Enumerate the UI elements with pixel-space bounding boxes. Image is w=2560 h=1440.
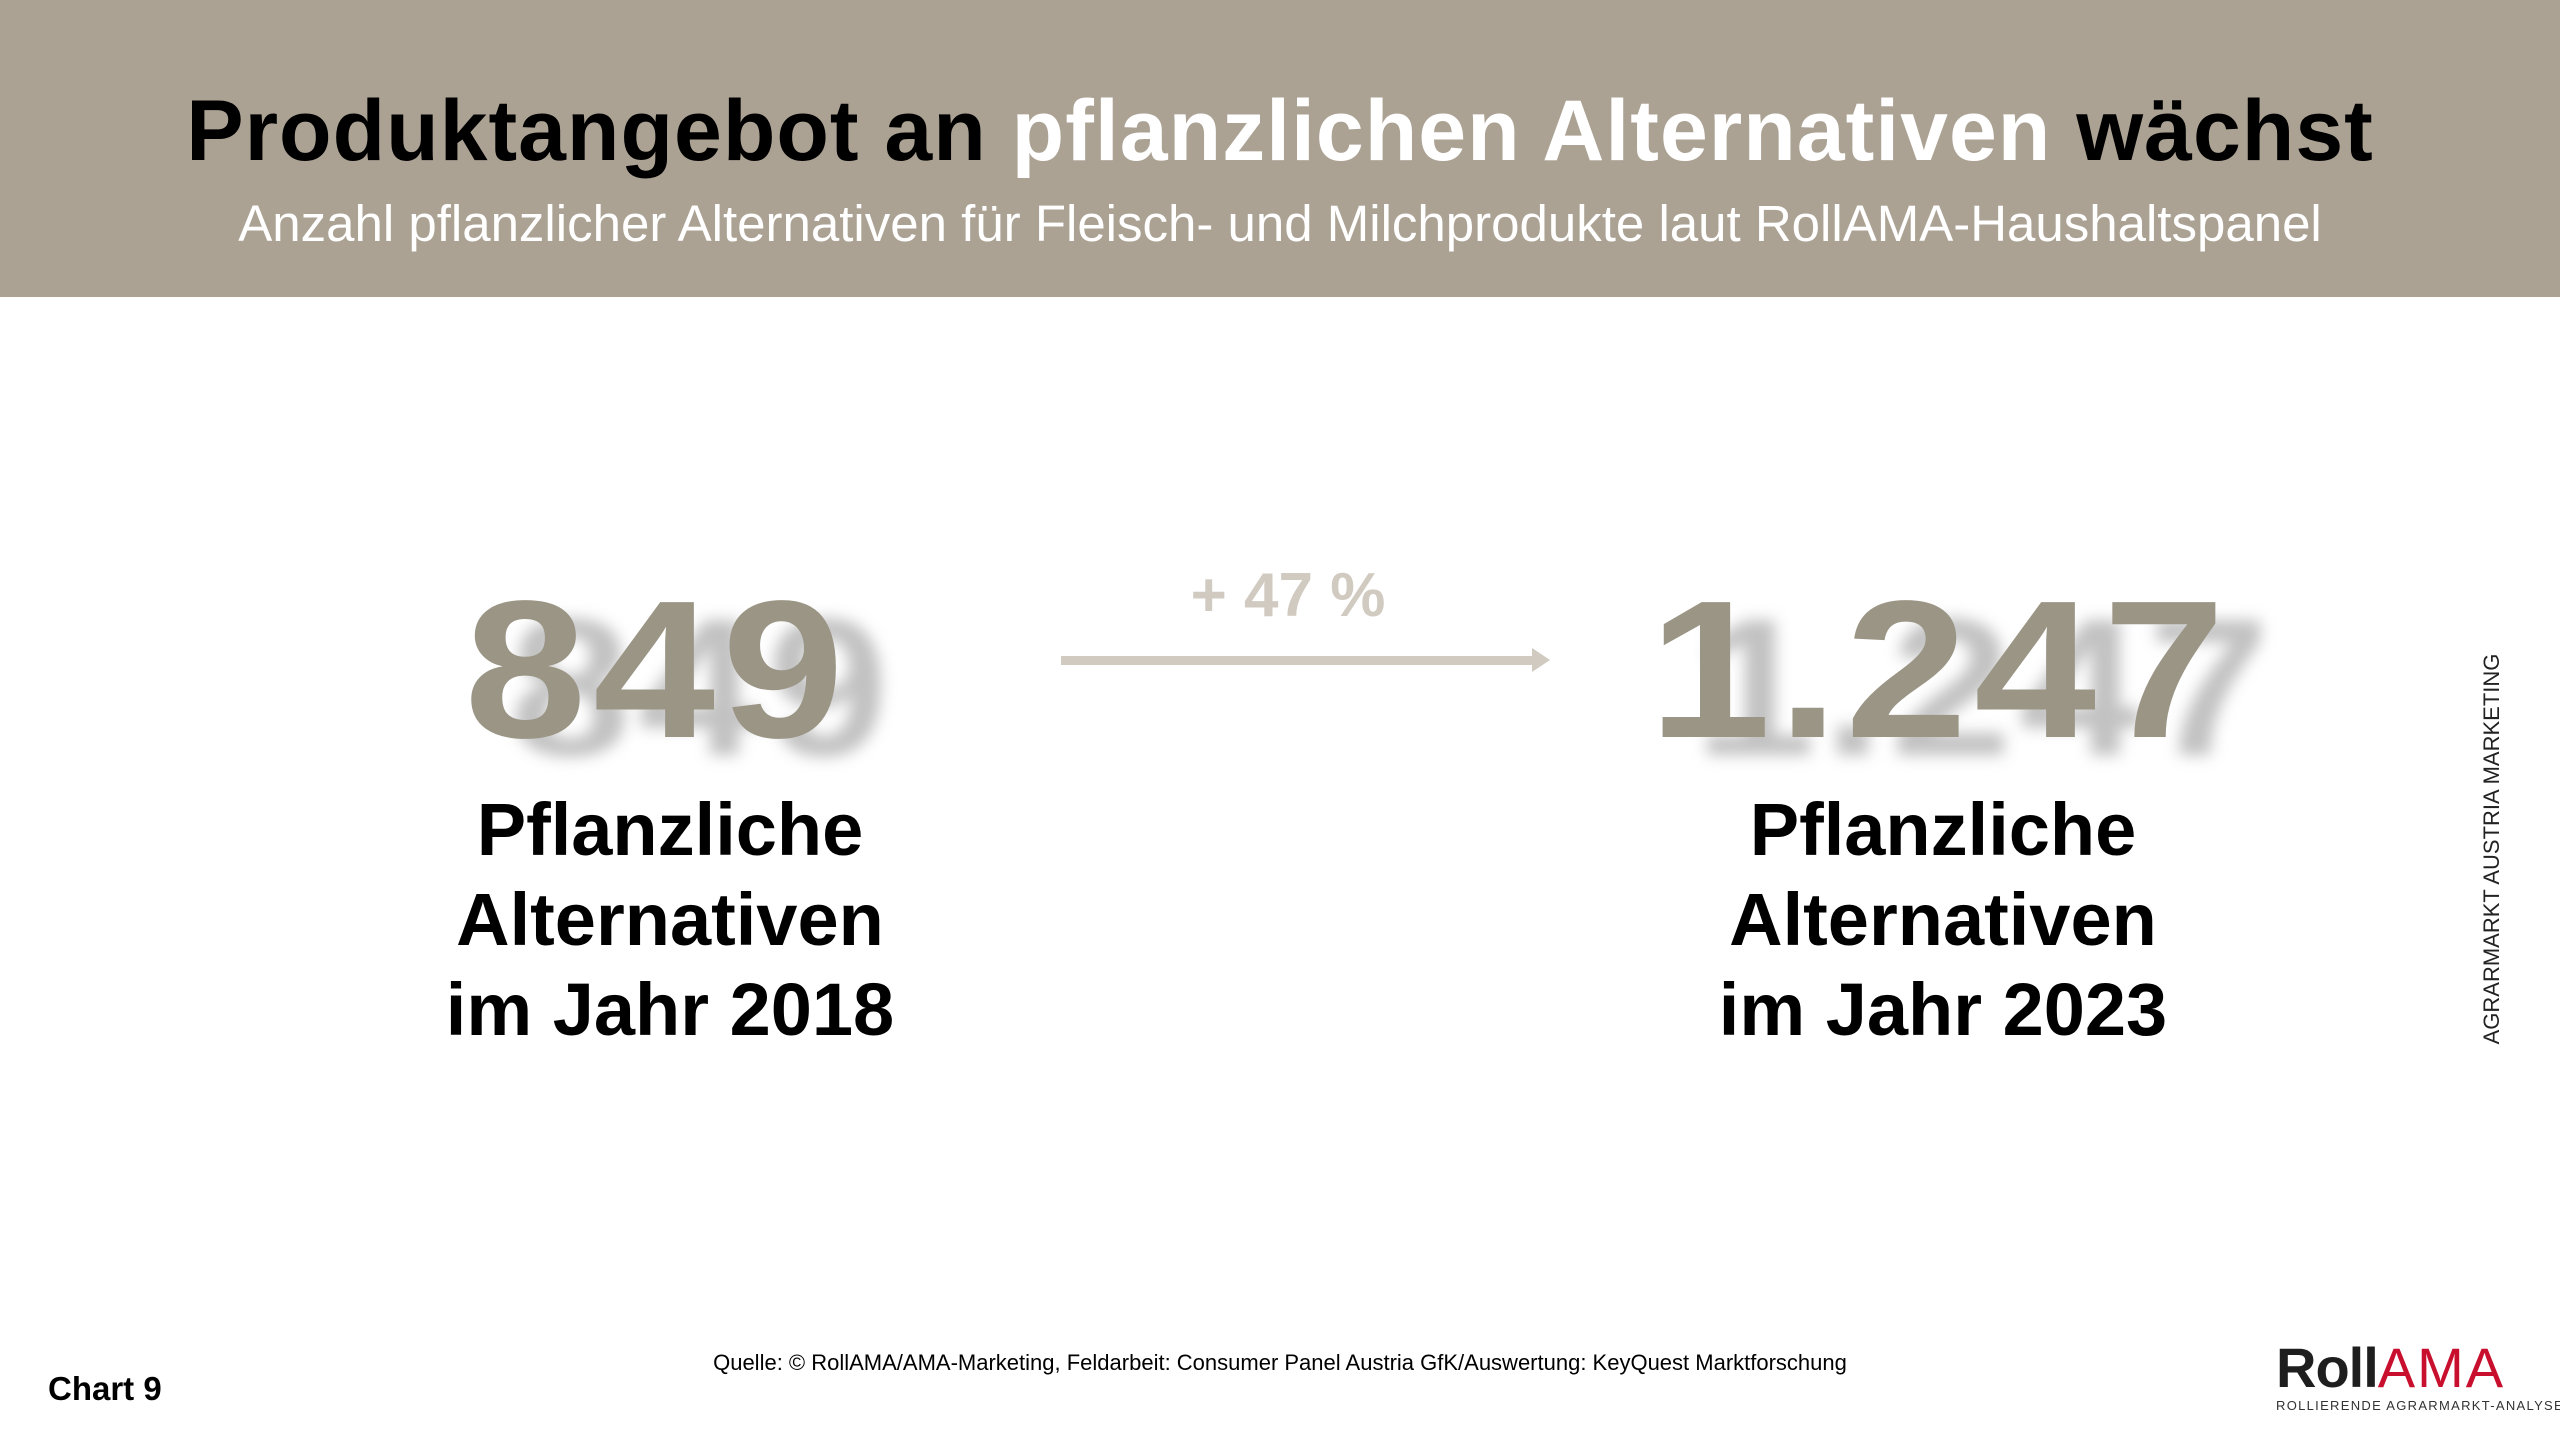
label-2023-line2: Alternativen — [1729, 878, 2157, 961]
label-2018-line3: im Jahr 2018 — [445, 968, 895, 1051]
page-subtitle: Anzahl pflanzlicher Alternativen für Fle… — [238, 195, 2322, 252]
label-2018-line1: Pflanzliche — [476, 788, 864, 871]
logo-roll: Roll — [2276, 1336, 2379, 1399]
label-2018-line2: Alternativen — [456, 878, 884, 961]
title-highlight: pflanzlichen Alternativen — [1011, 83, 2052, 179]
header-banner: Produktangebot an pflanzlichen Alternati… — [0, 0, 2560, 297]
chart-number: Chart 9 — [48, 1370, 162, 1407]
label-2018: Pflanzliche Alternativen im Jahr 2018 — [320, 785, 1020, 1055]
logo-tagline: ROLLIERENDE AGRARMARKT-ANALYSE — [2276, 1398, 2560, 1413]
rollama-logo: RollAMA ROLLIERENDE AGRARMARKT-ANALYSE — [2276, 1340, 2560, 1414]
value-2018: 849 — [464, 560, 851, 779]
logo-ama: AMA — [2377, 1336, 2506, 1399]
title-part-2: wächst — [2051, 83, 2374, 179]
arrow-right-icon — [1061, 656, 1539, 665]
arrowhead-icon — [1532, 648, 1550, 672]
label-2023-line3: im Jahr 2023 — [1718, 968, 2168, 1051]
side-text: AGRARMARKT AUSTRIA MARKETING — [2479, 653, 2504, 1045]
page-title: Produktangebot an pflanzlichen Alternati… — [0, 88, 2560, 174]
value-2023: 1.247 — [1648, 560, 2232, 779]
title-part-1: Produktangebot an — [186, 83, 1012, 179]
source-note: Quelle: © RollAMA/AMA-Marketing, Feldarb… — [713, 1350, 1847, 1375]
percent-change: + 47 % — [1190, 561, 1386, 630]
label-2023: Pflanzliche Alternativen im Jahr 2023 — [1593, 785, 2293, 1055]
label-2023-line1: Pflanzliche — [1749, 788, 2137, 871]
